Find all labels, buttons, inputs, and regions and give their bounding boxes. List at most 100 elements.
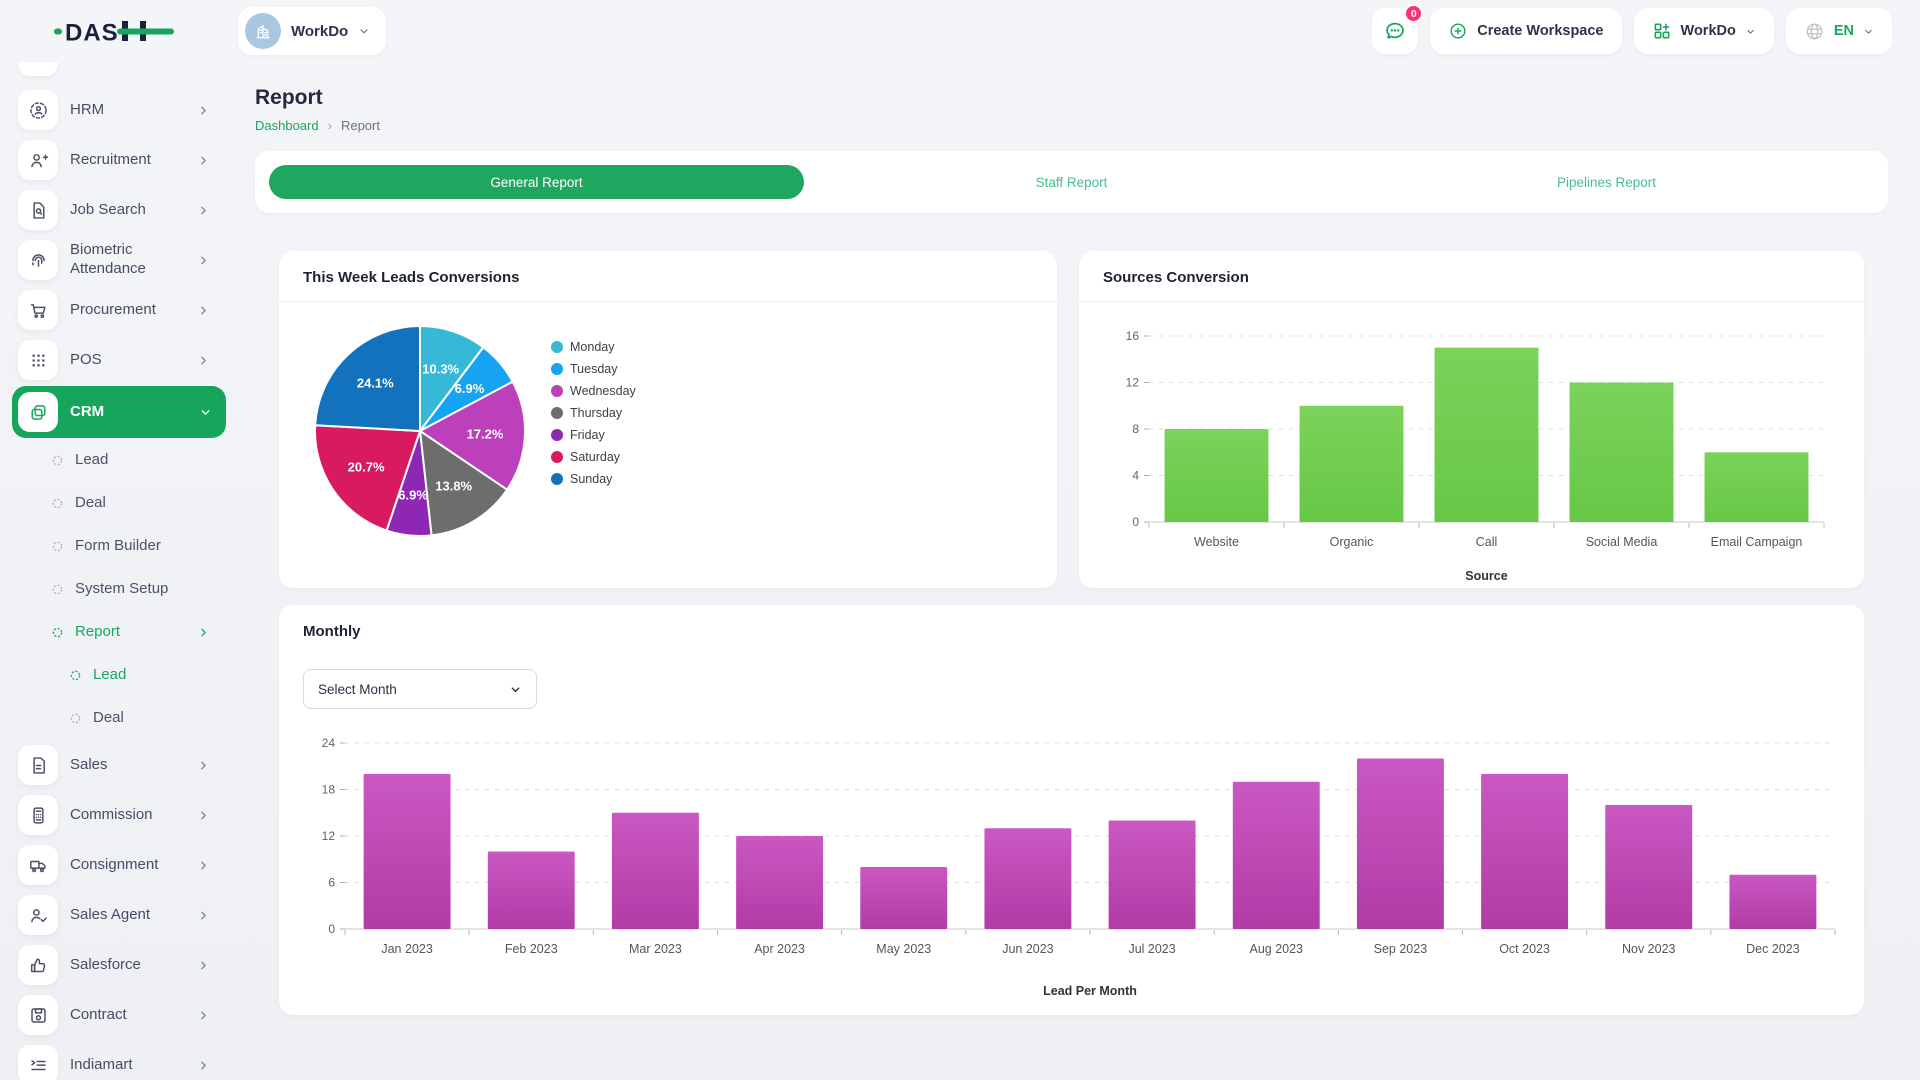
job-search-icon	[18, 190, 58, 230]
language-selector[interactable]: EN	[1785, 8, 1892, 54]
sidebar-item-label: CRM	[70, 402, 105, 420]
x-tick-label: Apr 2023	[754, 942, 805, 956]
x-tick-label: Feb 2023	[505, 942, 558, 956]
sidebar-item-job-search[interactable]: Job Search	[18, 190, 224, 230]
bar-dec-2023[interactable]	[1729, 874, 1817, 929]
breadcrumb-dashboard-link[interactable]: Dashboard	[255, 118, 319, 133]
messages-button[interactable]: 0	[1372, 4, 1424, 54]
sidebar-item-form-builder[interactable]: Form Builder	[18, 530, 224, 563]
sidebar-item-label: System Setup	[75, 580, 169, 598]
bar-jun-2023[interactable]	[984, 828, 1072, 929]
y-tick-label: 12	[1126, 376, 1140, 390]
monthly-bar-chart: 0 6 12 18 24 Jan 2023 Feb 2023 Mar 2023 Apr 2023…	[322, 736, 1836, 998]
sidebar-item-report-deal[interactable]: Deal	[18, 702, 224, 735]
bar-email-campaign[interactable]	[1704, 452, 1809, 522]
bar-nov-2023[interactable]	[1605, 805, 1693, 929]
sidebar-item-biometric-attendance[interactable]: Biometric Attendance	[18, 240, 224, 280]
legend-item-thursday[interactable]: Thursday	[551, 406, 636, 420]
tab-staff-report[interactable]: Staff Report	[1035, 174, 1108, 190]
sidebar-item-commission[interactable]: Commission	[18, 795, 224, 835]
sidebar-item-label: Recruitment	[70, 150, 151, 168]
bar-jul-2023[interactable]	[1108, 820, 1196, 930]
sidebar-item-lead[interactable]: Lead	[18, 444, 224, 477]
bar-jan-2023[interactable]	[363, 774, 451, 929]
pie-slice-saturday[interactable]	[314, 424, 421, 532]
bar-may-2023[interactable]	[860, 867, 948, 929]
bar-oct-2023[interactable]	[1481, 774, 1569, 929]
legend-label: Monday	[570, 340, 615, 354]
sidebar-item-label: Form Builder	[75, 537, 161, 555]
procurement-cart-icon	[30, 303, 46, 318]
x-tick-label: Mar 2023	[629, 942, 682, 956]
bar-aug-2023[interactable]	[1232, 781, 1320, 929]
chevron-down-icon	[201, 409, 210, 415]
crm-icon	[18, 392, 58, 432]
legend-label: Thursday	[570, 406, 623, 420]
month-select[interactable]: Select Month	[303, 669, 537, 709]
x-tick-label: Call	[1476, 535, 1498, 549]
bullet-icon	[70, 713, 81, 724]
sidebar-item-pos[interactable]: POS	[18, 340, 224, 380]
bar-mar-2023[interactable]	[611, 812, 699, 929]
sidebar-item-sales-agent[interactable]: Sales Agent	[18, 895, 224, 935]
bar-call[interactable]	[1434, 347, 1539, 522]
pie-slice-value: 6.9%	[455, 381, 485, 396]
chevron-down-icon	[360, 29, 368, 34]
sidebar-item-salesforce[interactable]: Salesforce	[18, 945, 224, 985]
sidebar-item-label: Lead	[93, 666, 127, 684]
bar-sep-2023[interactable]	[1356, 758, 1444, 930]
tab-general-report[interactable]: General Report	[269, 165, 804, 199]
bar-social-media[interactable]	[1569, 382, 1674, 523]
brand-logo[interactable]: DAS	[54, 15, 176, 47]
pie-slice-sunday[interactable]	[314, 325, 421, 432]
legend-item-wednesday[interactable]: Wednesday	[551, 384, 636, 398]
pie-slice-thursday[interactable]	[419, 430, 509, 537]
tab-pipelines-report[interactable]: Pipelines Report	[1556, 174, 1657, 190]
consignment-truck-icon	[18, 845, 58, 885]
legend-item-tuesday[interactable]: Tuesday	[551, 362, 636, 376]
sidebar-item-recruitment[interactable]: Recruitment	[18, 140, 224, 180]
workspace-selector[interactable]: WorkDo	[238, 7, 387, 55]
y-tick-label: 0	[1132, 515, 1139, 529]
commission-calculator-icon	[18, 795, 58, 835]
sidebar-item-system-setup[interactable]: System Setup	[18, 573, 224, 606]
procurement-cart-icon	[18, 290, 58, 330]
bar-website[interactable]	[1164, 429, 1269, 522]
sidebar-item-procurement[interactable]: Procurement	[18, 290, 224, 330]
sidebar-item-report-lead[interactable]: Lead	[18, 659, 224, 692]
create-workspace-button[interactable]: Create Workspace	[1430, 8, 1622, 54]
bullet-icon	[52, 455, 63, 466]
sidebar-item-sales[interactable]: Sales	[18, 745, 224, 785]
chevron-right-icon	[197, 104, 210, 117]
sidebar-item-crm[interactable]: CRM	[12, 386, 226, 438]
pie-slice-value: 20.7%	[348, 460, 385, 475]
week-leads-card-title: This Week Leads Conversions	[303, 269, 520, 286]
sidebar-item-deal[interactable]: Deal	[18, 487, 224, 520]
card-divider	[1079, 301, 1864, 302]
chevron-right-icon	[201, 206, 206, 214]
bullet-circle-icon	[52, 498, 63, 509]
sidebar-item-hrm[interactable]: HRM	[18, 90, 224, 130]
apps-workdo-button[interactable]: WorkDo	[1633, 8, 1774, 54]
bar-apr-2023[interactable]	[736, 836, 824, 929]
bullet-circle-icon	[70, 670, 81, 681]
legend-item-monday[interactable]: Monday	[551, 340, 636, 354]
sidebar-item-consignment[interactable]: Consignment	[18, 845, 224, 885]
sidebar-item-label: HRM	[70, 100, 105, 118]
sidebar-item-indiamart[interactable]: Indiamart	[18, 1045, 224, 1080]
pie-slice-wednesday[interactable]	[419, 380, 526, 491]
chevron-right-icon	[197, 909, 210, 922]
sidebar-item-contract[interactable]: Contract	[18, 995, 224, 1035]
globe-icon	[1806, 23, 1823, 39]
bar-organic[interactable]	[1299, 405, 1404, 522]
legend-item-friday[interactable]: Friday	[551, 428, 636, 442]
salesforce-thumbsup-icon	[18, 945, 58, 985]
bullet-circle-icon	[52, 584, 63, 595]
legend-item-sunday[interactable]: Sunday	[551, 472, 636, 486]
top-header: DAS WorkDo 0 Create Workspace	[0, 0, 1920, 62]
chevron-right-icon	[201, 1061, 206, 1069]
legend-item-saturday[interactable]: Saturday	[551, 450, 636, 464]
sidebar-item-clipped[interactable]	[18, 62, 224, 80]
sidebar-item-report[interactable]: Report	[18, 616, 224, 649]
bar-feb-2023[interactable]	[487, 851, 575, 930]
